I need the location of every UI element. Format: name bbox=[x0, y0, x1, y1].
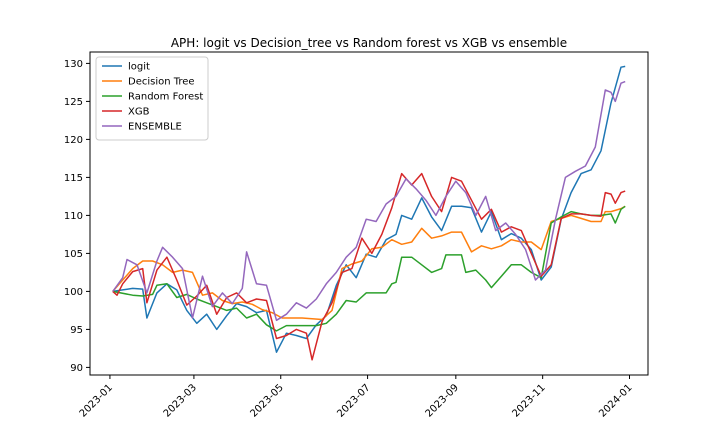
legend-box bbox=[95, 56, 209, 141]
y-tick-label: 110 bbox=[64, 211, 83, 222]
legend-label: ENSEMBLE bbox=[128, 122, 182, 133]
legend-label: Decision Tree bbox=[128, 77, 195, 88]
y-tick-label: 130 bbox=[64, 59, 83, 70]
y-tick-label: 95 bbox=[70, 325, 83, 336]
y-tick-label: 125 bbox=[64, 97, 83, 108]
series-line-random-forest bbox=[112, 205, 626, 332]
plot-frame bbox=[89, 51, 649, 376]
legend-label: logit bbox=[128, 62, 150, 73]
series-line-ensemble bbox=[112, 80, 626, 322]
y-tick-label: 100 bbox=[64, 287, 83, 298]
y-tick-label: 115 bbox=[64, 173, 83, 184]
chart-title: APH: logit vs Decision_tree vs Random fo… bbox=[171, 36, 567, 50]
y-tick-label: 105 bbox=[64, 249, 83, 260]
series-line-logit bbox=[112, 65, 626, 353]
series-line-xgb bbox=[112, 172, 626, 361]
legend: logit Decision Tree Random Forest XGB ENSEMB… bbox=[95, 56, 209, 141]
legend-label: Random Forest bbox=[128, 92, 203, 103]
y-axis: 90 95 100 105 110 115 120 125 130 bbox=[64, 59, 90, 374]
y-tick-label: 120 bbox=[64, 135, 83, 146]
series-layer bbox=[112, 65, 626, 361]
y-tick-label: 90 bbox=[70, 363, 83, 374]
legend-label: XGB bbox=[128, 107, 150, 118]
